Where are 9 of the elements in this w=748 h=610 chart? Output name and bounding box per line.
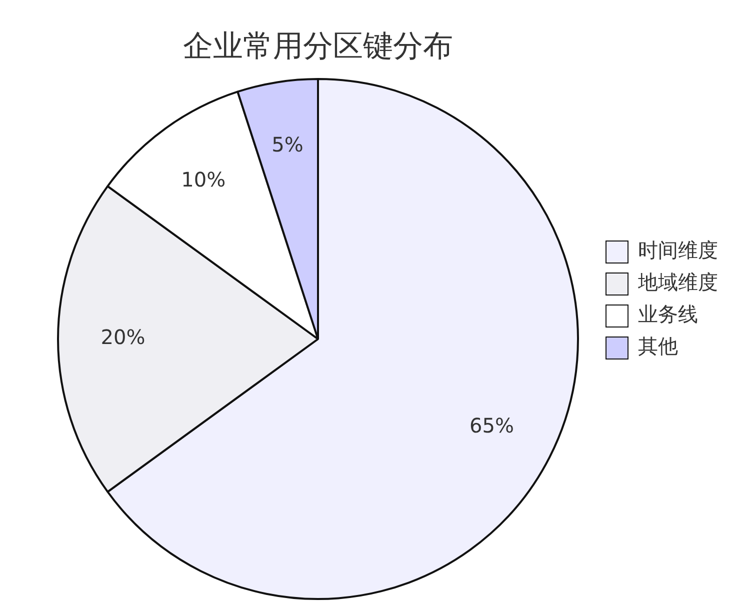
data-label: 20% [100,325,146,350]
data-label: 5% [272,132,304,157]
data-label: 65% [470,414,514,438]
legend-label: 业务线 [638,302,698,326]
legend-label: 时间维度 [638,238,718,262]
legend-label: 其他 [638,334,678,358]
chart-title: 企业常用分区键分布 [183,28,453,64]
data-label: 10% [181,167,226,192]
legend-label: 地域维度 [637,270,718,294]
